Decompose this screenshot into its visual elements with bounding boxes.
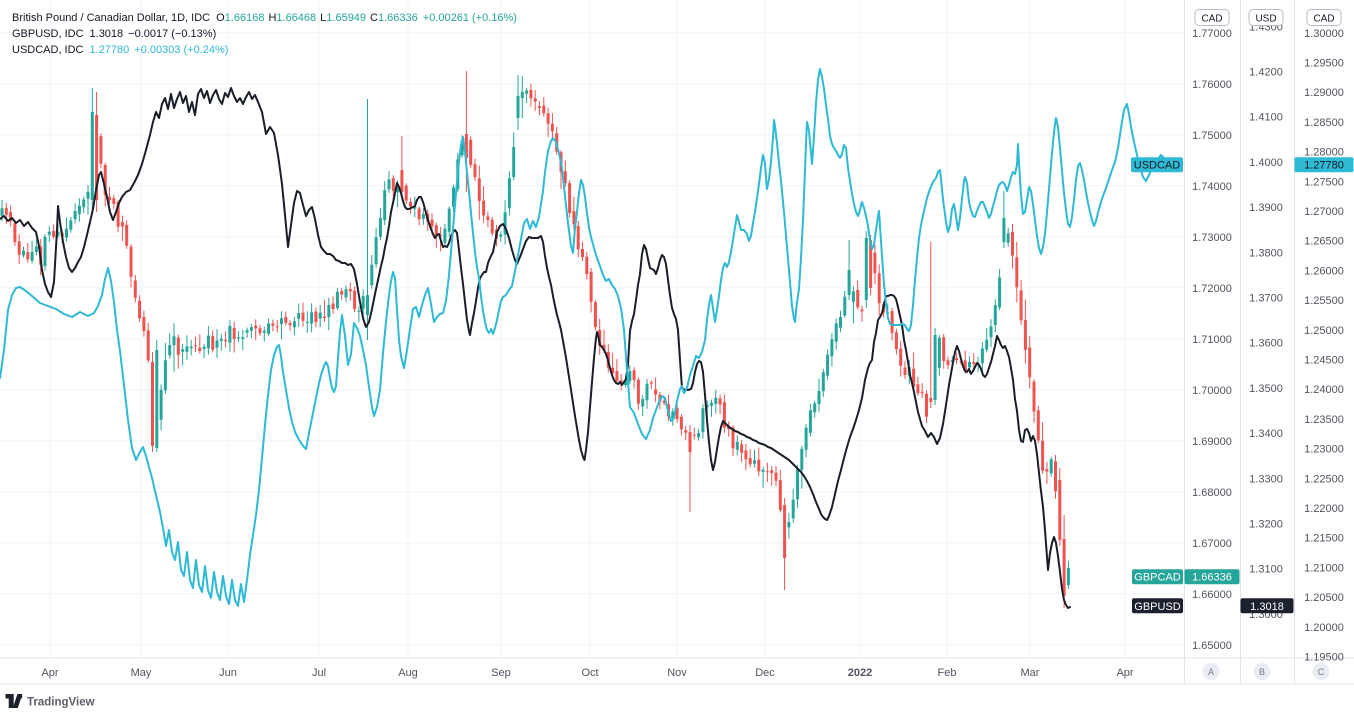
svg-text:1.71000: 1.71000 — [1192, 334, 1232, 346]
svg-text:1.75000: 1.75000 — [1192, 130, 1232, 142]
svg-text:C: C — [1318, 667, 1325, 677]
svg-text:1.73000: 1.73000 — [1192, 232, 1232, 244]
svg-text:1.21000: 1.21000 — [1304, 562, 1344, 574]
svg-text:1.22000: 1.22000 — [1304, 503, 1344, 515]
svg-text:Oct: Oct — [581, 667, 598, 679]
svg-text:GBPCAD: GBPCAD — [1134, 572, 1181, 584]
svg-text:1.22500: 1.22500 — [1304, 473, 1344, 485]
svg-text:CAD: CAD — [1313, 14, 1334, 25]
svg-text:1.67000: 1.67000 — [1192, 538, 1232, 550]
svg-text:CAD: CAD — [1201, 14, 1222, 25]
svg-text:1.70000: 1.70000 — [1192, 385, 1232, 397]
svg-text:Dec: Dec — [755, 667, 775, 679]
svg-text:1.24000: 1.24000 — [1304, 384, 1344, 396]
svg-text:1.23000: 1.23000 — [1304, 444, 1344, 456]
svg-text:1.20500: 1.20500 — [1304, 592, 1344, 604]
svg-text:1.3400: 1.3400 — [1249, 428, 1283, 440]
svg-text:Apr: Apr — [41, 667, 58, 679]
svg-text:1.27000: 1.27000 — [1304, 206, 1344, 218]
svg-text:1.3800: 1.3800 — [1249, 247, 1283, 259]
svg-text:1.4000: 1.4000 — [1249, 157, 1283, 169]
svg-text:1.3900: 1.3900 — [1249, 202, 1283, 214]
svg-text:1.30000: 1.30000 — [1304, 28, 1344, 40]
svg-text:1.25500: 1.25500 — [1304, 295, 1344, 307]
svg-text:Jun: Jun — [219, 667, 237, 679]
svg-text:1.3600: 1.3600 — [1249, 338, 1283, 350]
svg-text:Apr: Apr — [1116, 667, 1133, 679]
svg-text:1.66000: 1.66000 — [1192, 589, 1232, 601]
svg-text:B: B — [1259, 667, 1265, 677]
svg-text:1.72000: 1.72000 — [1192, 283, 1232, 295]
svg-text:1.21500: 1.21500 — [1304, 533, 1344, 545]
svg-text:1.26000: 1.26000 — [1304, 265, 1344, 277]
svg-text:1.3300: 1.3300 — [1249, 473, 1283, 485]
svg-text:TradingView: TradingView — [27, 697, 95, 709]
svg-text:1.26500: 1.26500 — [1304, 236, 1344, 248]
svg-text:1.25000: 1.25000 — [1304, 325, 1344, 337]
svg-text:1.20000: 1.20000 — [1304, 622, 1344, 634]
svg-text:1.3200: 1.3200 — [1249, 519, 1283, 531]
svg-text:Feb: Feb — [938, 667, 957, 679]
svg-text:1.3100: 1.3100 — [1249, 564, 1283, 576]
svg-text:1.77000: 1.77000 — [1192, 28, 1232, 40]
svg-text:1.23500: 1.23500 — [1304, 414, 1344, 426]
svg-text:USD: USD — [1255, 14, 1276, 25]
svg-text:GBPUSD: GBPUSD — [1134, 601, 1181, 613]
svg-text:1.19500: 1.19500 — [1304, 652, 1344, 664]
svg-text:1.68000: 1.68000 — [1192, 487, 1232, 499]
svg-text:1.29000: 1.29000 — [1304, 87, 1344, 99]
svg-text:1.28500: 1.28500 — [1304, 117, 1344, 129]
svg-text:1.4200: 1.4200 — [1249, 67, 1283, 79]
svg-text:1.3700: 1.3700 — [1249, 293, 1283, 305]
svg-text:1.74000: 1.74000 — [1192, 181, 1232, 193]
svg-text:1.3500: 1.3500 — [1249, 383, 1283, 395]
svg-text:1.24500: 1.24500 — [1304, 355, 1344, 367]
svg-text:1.65000: 1.65000 — [1192, 640, 1232, 652]
svg-text:Nov: Nov — [667, 667, 687, 679]
svg-text:1.66336: 1.66336 — [1192, 572, 1232, 584]
svg-text:1.27500: 1.27500 — [1304, 176, 1344, 188]
svg-text:Aug: Aug — [398, 667, 418, 679]
svg-text:A: A — [1208, 667, 1214, 677]
svg-text:1.27780: 1.27780 — [1304, 160, 1344, 172]
svg-text:1.28000: 1.28000 — [1304, 147, 1344, 159]
svg-text:1.29500: 1.29500 — [1304, 58, 1344, 70]
svg-text:Jul: Jul — [312, 667, 326, 679]
svg-text:2022: 2022 — [848, 667, 872, 679]
svg-text:May: May — [131, 667, 152, 679]
svg-text:1.76000: 1.76000 — [1192, 79, 1232, 91]
svg-text:1.4100: 1.4100 — [1249, 112, 1283, 124]
svg-text:Sep: Sep — [491, 667, 511, 679]
svg-text:Mar: Mar — [1021, 667, 1040, 679]
svg-text:1.3018: 1.3018 — [1250, 601, 1284, 613]
svg-text:USDCAD: USDCAD — [1134, 160, 1181, 172]
svg-text:1.69000: 1.69000 — [1192, 436, 1232, 448]
